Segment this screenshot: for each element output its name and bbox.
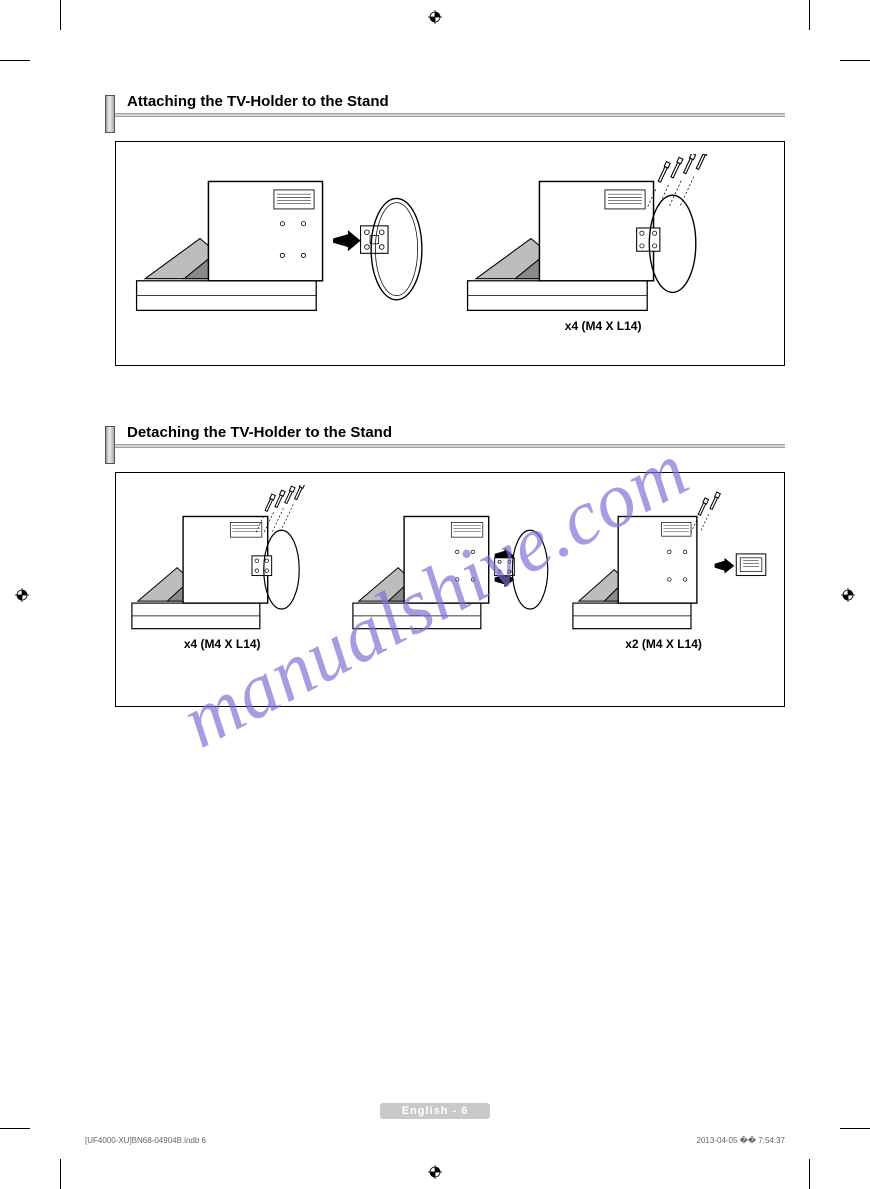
tv-attach-step1-icon [126, 154, 443, 334]
header-bar-vertical [105, 426, 115, 464]
step-label: x4 (M4 X L14) [184, 637, 261, 651]
diagram-frame: x4 (M4 X L14) [115, 472, 785, 707]
diagram-panel [347, 485, 554, 657]
step-label: x4 (M4 X L14) [565, 319, 642, 333]
registration-mark-icon [428, 1165, 442, 1179]
footer-left: [UF4000-XU]BN68-04904B.indb 6 [85, 1136, 206, 1145]
registration-mark-icon [15, 588, 29, 602]
section-heading: Attaching the TV-Holder to the Stand [127, 93, 389, 110]
tv-detach-step3-icon [567, 485, 774, 652]
crop-mark [0, 60, 30, 61]
diagram-panel: x4 (M4 X L14) [126, 485, 333, 657]
registration-mark-icon [841, 588, 855, 602]
diagram-frame: x4 (M4 X L14) [115, 141, 785, 366]
diagram-panel [126, 154, 443, 339]
crop-mark [840, 1128, 870, 1129]
header-bar-horizontal [115, 113, 785, 117]
header-bar-horizontal [115, 444, 785, 448]
crop-mark [0, 1128, 30, 1129]
registration-mark-icon [428, 10, 442, 24]
header-bar-vertical [105, 95, 115, 133]
tv-detach-step1-icon [126, 485, 333, 652]
page-number: English - 6 [380, 1103, 490, 1119]
diagram-panel: x2 (M4 X L14) [567, 485, 774, 657]
section-header: Attaching the TV-Holder to the Stand [85, 95, 785, 133]
crop-mark [60, 1159, 61, 1189]
crop-mark [809, 1159, 810, 1189]
crop-mark [60, 0, 61, 30]
step-label: x2 (M4 X L14) [625, 637, 702, 651]
diagram-panel: x4 (M4 X L14) [457, 154, 774, 339]
detach-section: Detaching the TV-Holder to the Stand [85, 426, 785, 707]
section-heading: Detaching the TV-Holder to the Stand [127, 424, 392, 441]
page-content: Attaching the TV-Holder to the Stand [85, 95, 785, 1095]
attach-section: Attaching the TV-Holder to the Stand [85, 95, 785, 366]
footer-right: 2013-04-05 �� 7:54:37 [697, 1136, 785, 1145]
crop-mark [840, 60, 870, 61]
tv-attach-step2-icon [457, 154, 774, 334]
section-header: Detaching the TV-Holder to the Stand [85, 426, 785, 464]
crop-mark [809, 0, 810, 30]
tv-detach-step2-icon [347, 485, 554, 652]
